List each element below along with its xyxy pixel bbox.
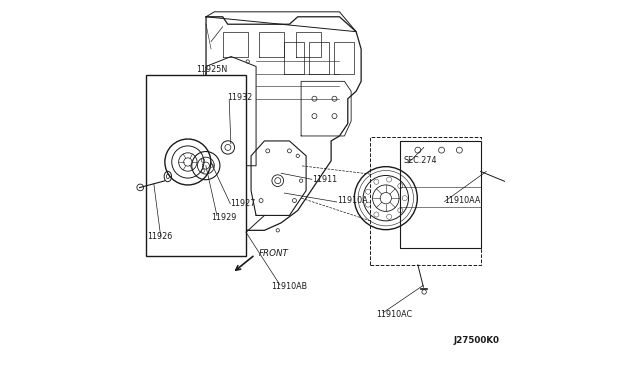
Text: 11910AC: 11910AC <box>376 310 412 319</box>
Text: 11910A: 11910A <box>337 196 367 205</box>
Bar <box>146 75 246 256</box>
Text: 11911: 11911 <box>312 175 337 184</box>
Text: 11910AA: 11910AA <box>445 196 481 205</box>
Text: 11927: 11927 <box>230 199 256 208</box>
Text: 11932: 11932 <box>227 93 253 102</box>
Text: 11910AB: 11910AB <box>271 282 307 291</box>
Text: FRONT: FRONT <box>259 249 289 258</box>
Text: 11926: 11926 <box>147 231 172 241</box>
Text: 11925N: 11925N <box>196 65 227 74</box>
Text: 11929: 11929 <box>211 213 236 222</box>
Text: SEC.274: SEC.274 <box>404 156 437 165</box>
Text: J27500K0: J27500K0 <box>453 336 499 346</box>
